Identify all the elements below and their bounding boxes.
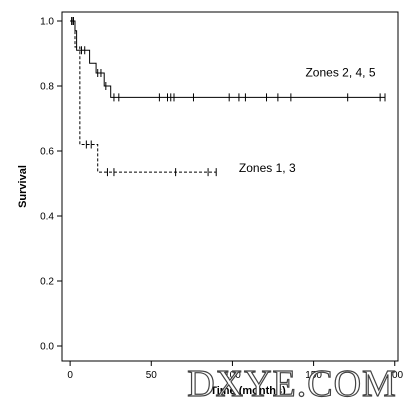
x-tick-label: 200 <box>386 370 403 381</box>
plot-border <box>61 11 399 362</box>
x-tick-label: 100 <box>224 370 241 381</box>
x-tick-label: 50 <box>146 370 158 381</box>
watermark-text: DXYE.COM <box>187 363 397 405</box>
y-axis: 0.0 0.2 0.4 0.6 0.8 1.0 <box>40 17 62 353</box>
plot-frame <box>61 11 399 362</box>
x-tick-label: 0 <box>67 370 73 381</box>
survival-curve <box>70 20 386 98</box>
y-tick-label: 0.2 <box>40 277 54 288</box>
y-tick-label: 0.4 <box>40 212 54 223</box>
y-tick-label: 0.8 <box>40 82 54 93</box>
y-tick-label: 0.0 <box>40 342 54 353</box>
series-label: Zones 1, 3 <box>239 161 296 175</box>
x-axis-title: Time (months) <box>210 385 286 397</box>
x-axis: 0 50 100 150 200 <box>67 361 404 381</box>
y-tick-label: 1.0 <box>40 17 54 28</box>
y-tick-label: 0.6 <box>40 147 54 158</box>
y-axis-title: Survival <box>17 165 29 208</box>
series-label: Zones 2, 4, 5 <box>305 65 375 79</box>
series-2: Zones 1, 3 <box>70 17 296 177</box>
series-1: Zones 2, 4, 5 <box>70 17 386 102</box>
series-layer: Zones 2, 4, 5 Zones 1, 3 <box>70 17 386 177</box>
x-tick-label: 150 <box>305 370 322 381</box>
